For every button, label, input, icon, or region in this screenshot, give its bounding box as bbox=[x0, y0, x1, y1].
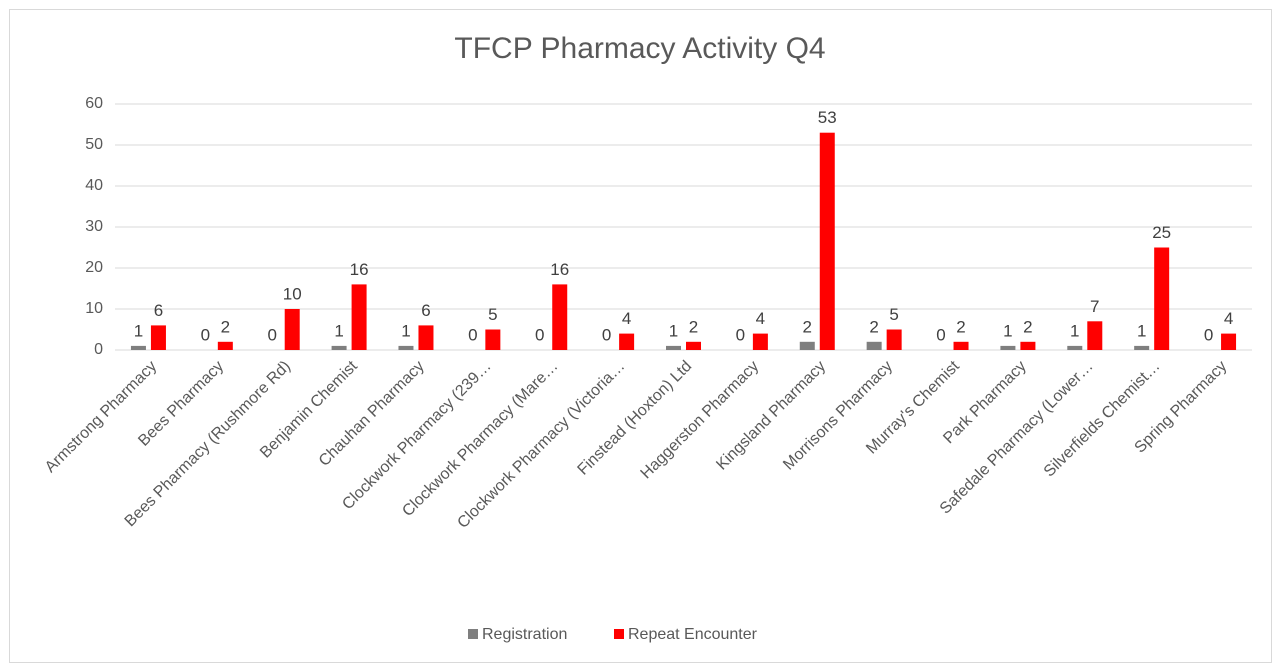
bar bbox=[752, 333, 768, 350]
y-tick-label: 0 bbox=[94, 341, 103, 358]
bar bbox=[866, 341, 882, 350]
data-label: 2 bbox=[956, 317, 965, 336]
data-label: 4 bbox=[1224, 309, 1233, 328]
legend-swatch bbox=[614, 629, 624, 639]
bar bbox=[150, 325, 166, 350]
data-label: 0 bbox=[267, 325, 276, 344]
data-label: 1 bbox=[401, 321, 410, 340]
data-label: 2 bbox=[869, 317, 878, 336]
bar bbox=[1087, 321, 1103, 350]
data-label: 1 bbox=[1003, 321, 1012, 340]
data-label: 0 bbox=[602, 325, 611, 344]
bar bbox=[485, 329, 501, 350]
data-label: 6 bbox=[154, 301, 163, 320]
data-label: 2 bbox=[1023, 317, 1032, 336]
data-label: 0 bbox=[201, 325, 210, 344]
legend-label: Registration bbox=[482, 626, 567, 643]
data-label: 0 bbox=[468, 325, 477, 344]
data-label: 0 bbox=[936, 325, 945, 344]
data-label: 25 bbox=[1152, 223, 1171, 242]
legend-swatch bbox=[468, 629, 478, 639]
legend-label: Repeat Encounter bbox=[628, 626, 758, 643]
bar bbox=[1067, 345, 1083, 350]
data-label: 1 bbox=[1137, 321, 1146, 340]
bar bbox=[331, 345, 347, 350]
bar bbox=[1221, 333, 1237, 350]
bar bbox=[552, 284, 568, 350]
data-label: 16 bbox=[550, 260, 569, 279]
data-label: 16 bbox=[350, 260, 369, 279]
y-tick-label: 30 bbox=[85, 218, 103, 235]
chart-frame bbox=[9, 9, 1272, 663]
bar bbox=[284, 309, 300, 350]
data-label: 0 bbox=[1204, 325, 1213, 344]
bar bbox=[953, 341, 969, 350]
data-label: 0 bbox=[535, 325, 544, 344]
bar bbox=[666, 345, 681, 350]
data-label: 1 bbox=[1070, 321, 1079, 340]
y-tick-label: 10 bbox=[85, 300, 103, 317]
y-tick-label: 60 bbox=[85, 95, 103, 112]
bar bbox=[217, 341, 233, 350]
data-label: 1 bbox=[669, 321, 678, 340]
bar bbox=[619, 333, 635, 350]
bar bbox=[686, 341, 701, 350]
bar bbox=[418, 325, 434, 350]
data-label: 4 bbox=[756, 309, 765, 328]
data-label: 2 bbox=[803, 317, 812, 336]
bar bbox=[130, 345, 146, 350]
bar bbox=[351, 284, 367, 350]
data-label: 6 bbox=[421, 301, 430, 320]
data-label: 1 bbox=[334, 321, 343, 340]
data-label: 10 bbox=[283, 284, 302, 303]
data-label: 4 bbox=[622, 309, 631, 328]
data-label: 2 bbox=[221, 317, 230, 336]
data-label: 0 bbox=[736, 325, 745, 344]
bar bbox=[1154, 247, 1170, 350]
data-label: 7 bbox=[1090, 297, 1099, 316]
bar bbox=[1134, 345, 1150, 350]
y-tick-label: 20 bbox=[85, 259, 103, 276]
chart-title: TFCP Pharmacy Activity Q4 bbox=[454, 32, 825, 65]
bar bbox=[1020, 341, 1036, 350]
bar bbox=[886, 329, 902, 350]
data-label: 5 bbox=[889, 305, 898, 324]
y-tick-label: 50 bbox=[85, 136, 103, 153]
y-tick-label: 40 bbox=[85, 177, 103, 194]
data-label: 1 bbox=[134, 321, 143, 340]
bar bbox=[819, 132, 835, 350]
bar bbox=[799, 341, 815, 350]
data-label: 53 bbox=[818, 108, 837, 127]
data-label: 5 bbox=[488, 305, 497, 324]
data-label: 2 bbox=[689, 317, 698, 336]
bar bbox=[1000, 345, 1016, 350]
bar bbox=[398, 345, 414, 350]
